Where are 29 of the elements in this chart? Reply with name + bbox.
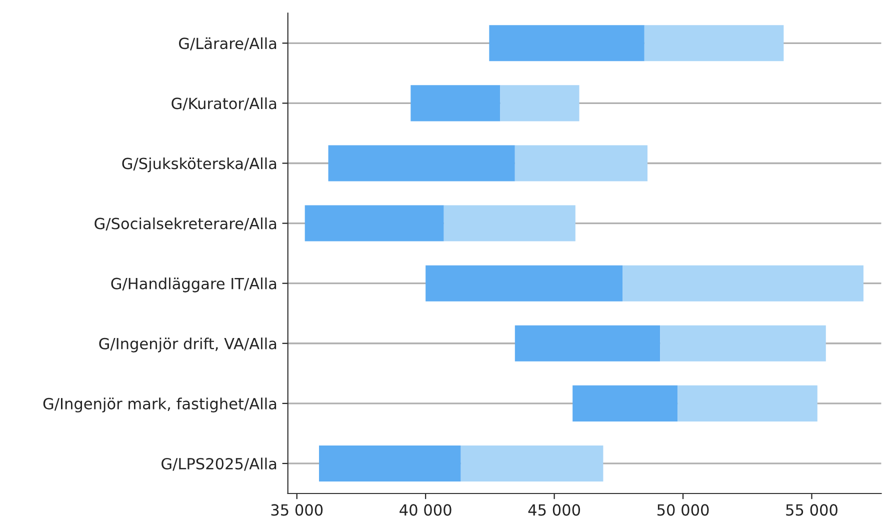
bar [660,325,826,362]
bar [444,205,576,242]
x-tick-label: 55 000 [786,504,838,516]
bar [460,445,604,482]
bar [678,385,818,422]
y-tick-label: G/LPS2025/Alla [162,458,276,471]
bar [500,85,580,122]
bar [426,265,623,302]
bar [489,25,644,62]
bar [304,205,444,242]
x-tick-label: 40 000 [400,504,452,516]
y-tick-label: G/Kurator/Alla [172,97,276,110]
bar [644,25,784,62]
bar [572,385,678,422]
y-tick-label: G/Sjuksköterska/Alla [122,157,276,172]
y-tick-label: G/Lärare/Alla [179,37,276,50]
bar [319,445,461,482]
y-tick-label: G/Handläggare IT/Alla [111,278,276,292]
x-tick-label: 50 000 [657,504,709,516]
y-tick-label: G/Ingenjör drift, VA/Alla [99,338,276,352]
bar [328,145,515,182]
x-tick-label: 35 000 [271,504,323,516]
y-tick-label: G/Socialsekreterare/Alla [94,217,276,231]
bar [514,145,648,182]
x-tick-label: 45 000 [528,504,580,516]
y-tick-label: G/Ingenjör mark, fastighet/Alla [43,398,276,412]
bar [410,85,500,122]
bar [514,325,660,362]
bar [622,265,864,302]
